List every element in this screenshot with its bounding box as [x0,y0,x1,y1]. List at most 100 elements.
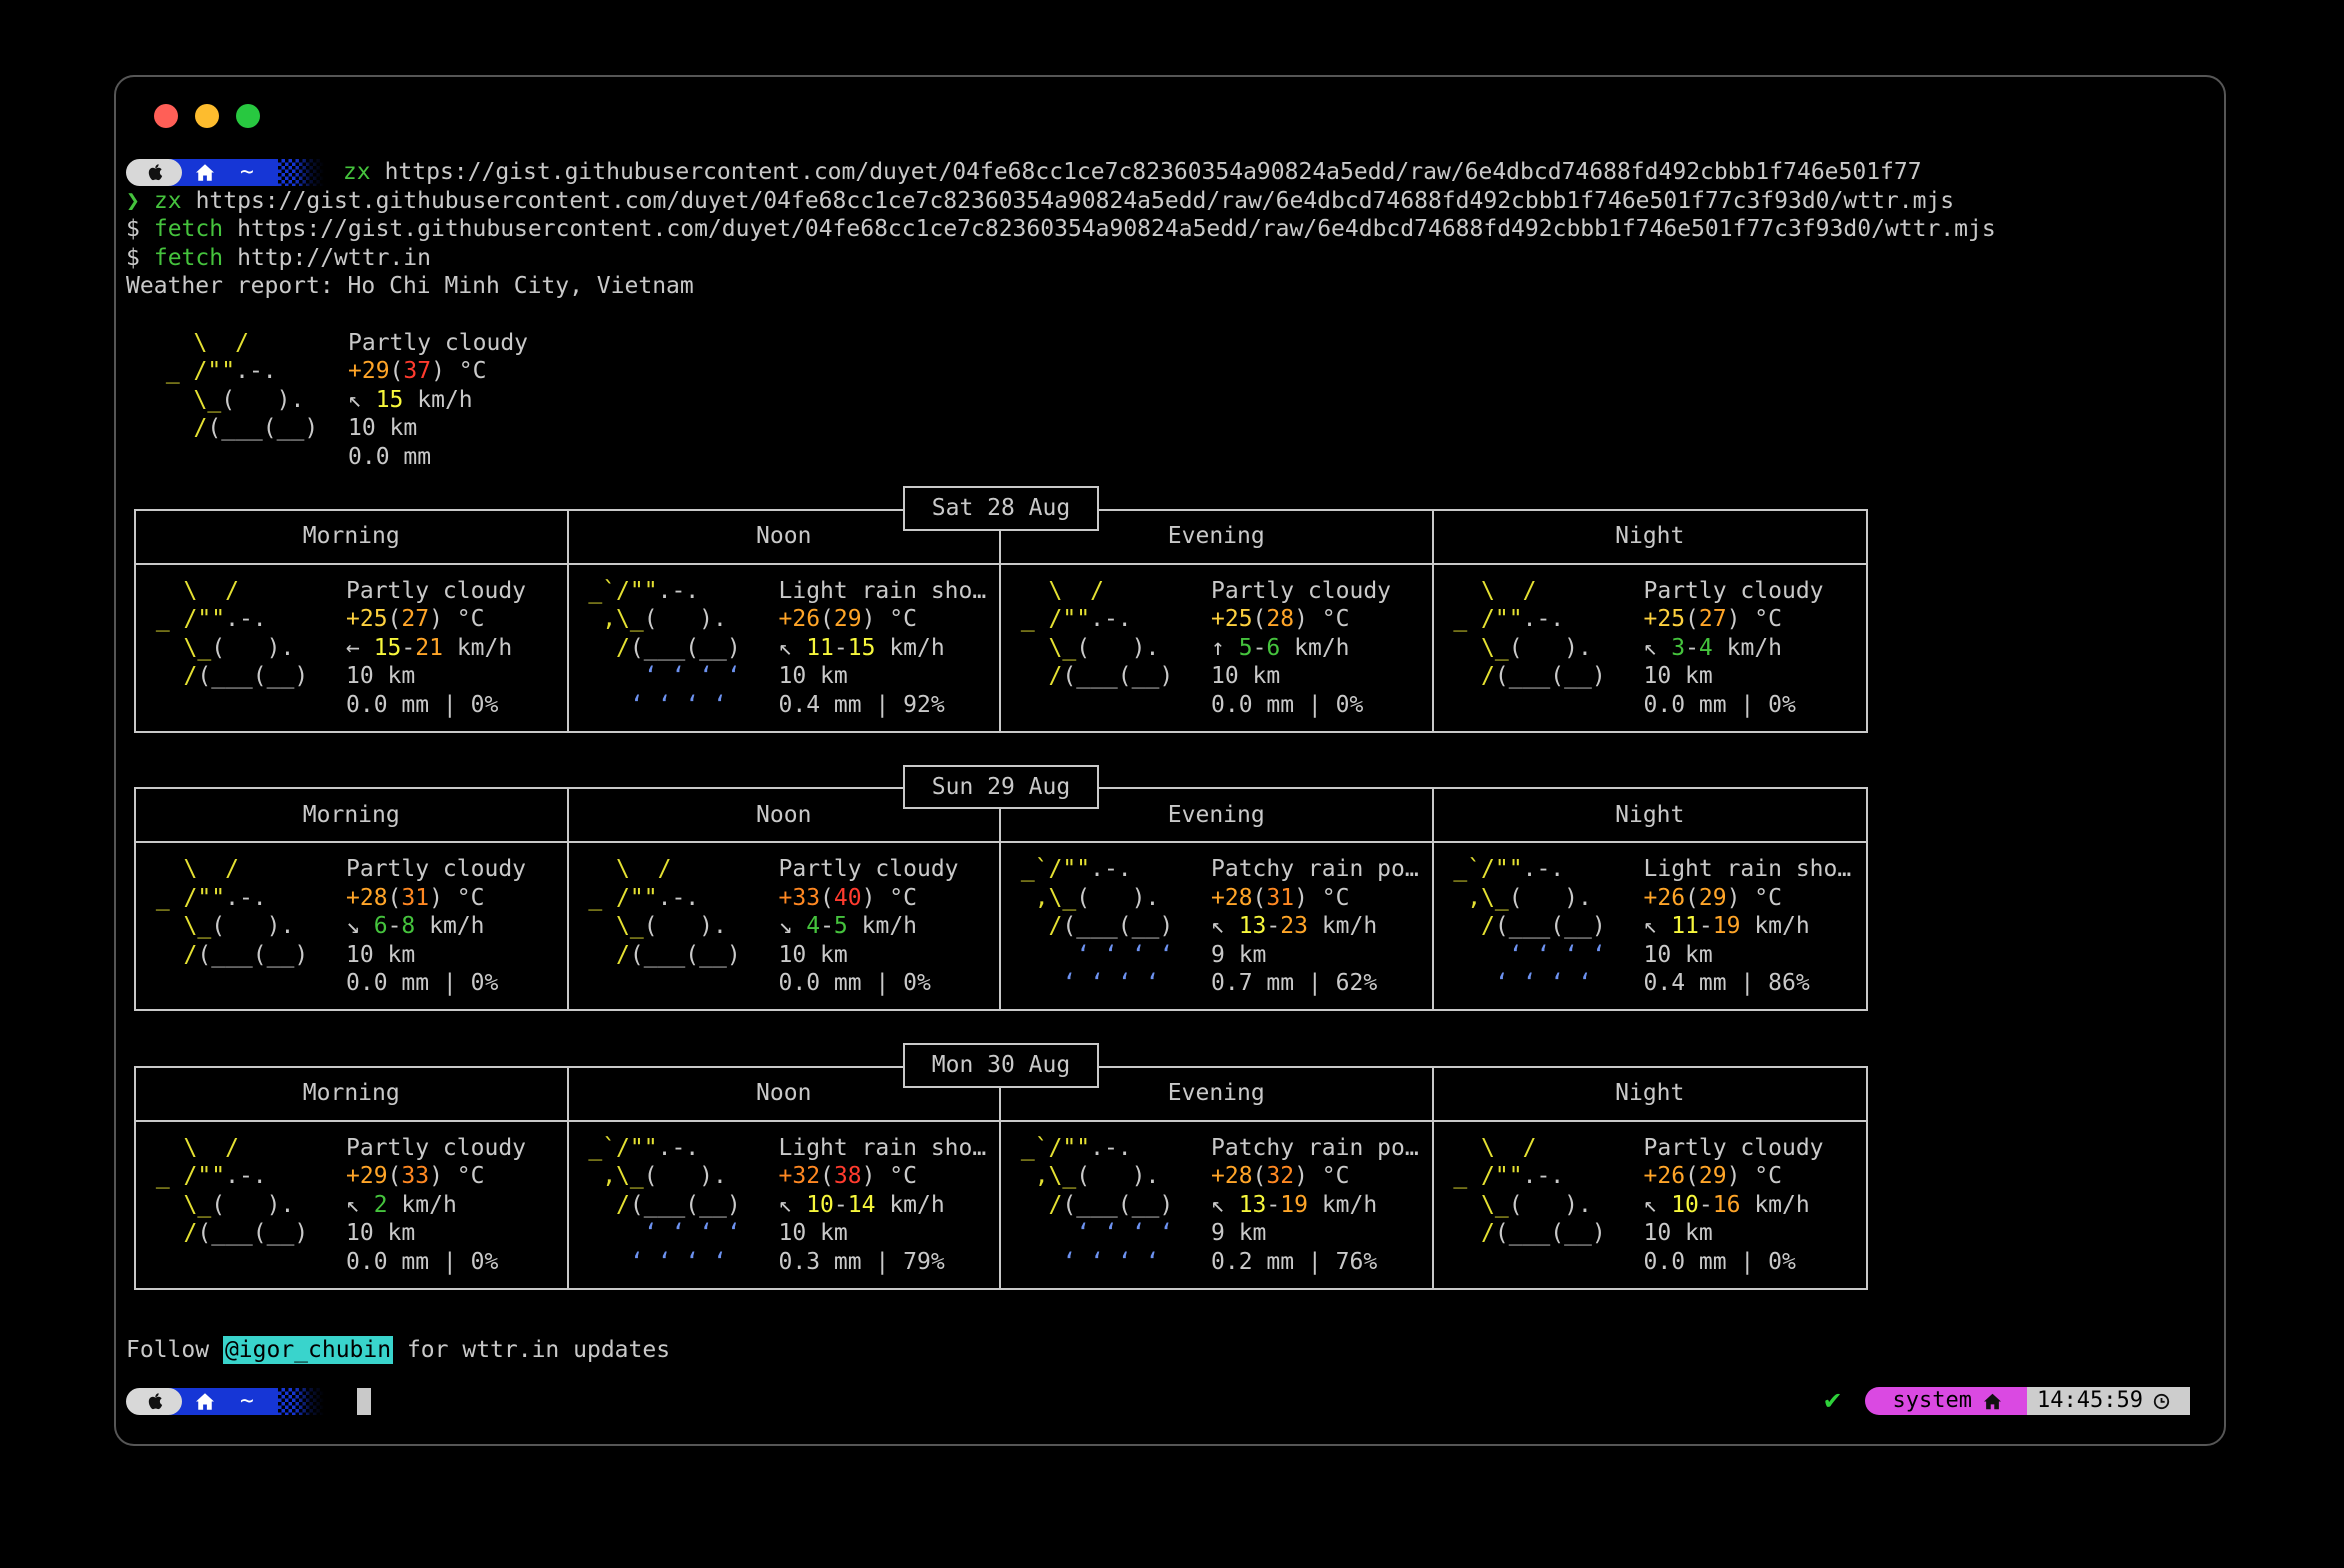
forecast-date: Mon 30 Aug [931,1052,1071,1078]
success-check-icon: ✔ [1822,1387,1843,1415]
command-line-4: $ fetch http://wttr.in [126,244,2214,273]
dither-fade [277,158,324,186]
command-name: zx [342,159,371,185]
weather-info: Light rain sho… +32(38) °C ↖ 10-14 km/h … [778,1134,987,1275]
forecast-period-header-row: Morning Noon Evening Night [136,510,1866,563]
home-segment: ~ [164,158,278,186]
forecast-body-row: \ / _ /"".-. \_( ). /(___(__) Partly clo… [136,562,1866,731]
period-header-evening: Evening [1001,510,1434,563]
weather-info-current: Partly cloudy +29(37) °C ↖ 15 km/h 10 km… [348,329,529,470]
apple-logo-icon [148,1393,162,1410]
command-url[interactable]: http://wttr.in [237,244,431,271]
apple-pill [126,1387,182,1415]
forecast-day-mon: Mon 30 Aug Morning Noon Evening Night \ … [134,1043,1868,1290]
home-path-label: ~ [240,1388,254,1414]
forecast-period-header-row: Morning Noon Evening Night [136,789,1866,841]
period-header-evening: Evening [1001,1067,1434,1120]
close-button[interactable] [154,104,178,128]
forecast-date: Sat 28 Aug [931,495,1071,521]
forecast-cell: _`/"".-. ,\_( ). /(___(__) ‘ ‘ ‘ ‘ ‘ ‘ ‘… [569,564,1001,731]
forecast-cell: \ / _ /"".-. \_( ). /(___(__) Partly clo… [569,843,1001,1009]
minimize-button[interactable] [195,104,219,128]
period-header-noon: Noon [569,510,1001,563]
command-line-1: ~ zx https://gist.githubusercontent.com/… [126,158,2214,187]
forecast-day-sat: Sat 28 Aug Morning Noon Evening Night \ … [134,486,1868,733]
weather-art-partly-cloudy: \ / _ /"".-. \_( ). /(___(__) [574,856,741,968]
forecast-cell: _`/"".-. ,\_( ). /(___(__) ‘ ‘ ‘ ‘ ‘ ‘ ‘… [1001,1121,1434,1288]
home-icon [196,1393,214,1410]
apple-logo-icon [148,164,162,181]
weather-art-partly-cloudy: \ / _ /"".-. \_( ). /(___(__) [142,1134,309,1247]
prompt-chevron: ❯ [126,187,140,214]
clock-pill: 14:45:59 [2011,1387,2190,1416]
bottom-prompt-row: ~ ✔ system 14:45:59 [126,1387,2214,1416]
weather-info: Partly cloudy +25(27) °C ↖ 3-4 km/h 10 k… [1643,577,1824,718]
forecast-date-box: Mon 30 Aug [902,1043,1100,1088]
forecast-cell: \ / _ /"".-. \_( ). /(___(__) Partly clo… [136,843,569,1009]
forecast-cell: \ / _ /"".-. \_( ). /(___(__) Partly clo… [136,1121,569,1288]
home-segment: ~ [164,1387,278,1415]
home-icon [196,164,214,181]
weather-info: Partly cloudy +29(33) °C ↖ 2 km/h 10 km … [346,1134,527,1275]
forecast-period-header-row: Morning Noon Evening Night [136,1067,1866,1120]
terminal-window: ~ zx https://gist.githubusercontent.com/… [114,75,2226,1446]
weather-art-rain-shower: _`/"".-. ,\_( ). /(___(__) ‘ ‘ ‘ ‘ ‘ ‘ ‘… [574,577,741,718]
forecast-cell: \ / _ /"".-. \_( ). /(___(__) Partly clo… [1434,1122,1867,1288]
weather-art-partly-cloudy: \ / _ /"".-. \_( ). /(___(__) [142,856,309,968]
follow-prefix: Follow [126,1336,223,1363]
weather-art-rain-shower: _`/"".-. ,\_( ). /(___(__) ‘ ‘ ‘ ‘ ‘ ‘ ‘… [1439,856,1606,996]
weather-art-rain-shower: _`/"".-. ,\_( ). /(___(__) ‘ ‘ ‘ ‘ ‘ ‘ ‘… [1007,856,1174,996]
apple-pill [126,158,182,186]
weather-art-partly-cloudy: \ / _ /"".-. \_( ). /(___(__) [1439,577,1606,690]
period-header-morning: Morning [136,789,569,841]
twitter-handle[interactable]: @igor_chubin [222,1335,394,1364]
prompt-bar: ~ [126,1387,324,1415]
period-header-night: Night [1615,523,1685,550]
weather-art-rain-shower: _`/"".-. ,\_( ). /(___(__) ‘ ‘ ‘ ‘ ‘ ‘ ‘… [574,1134,741,1275]
period-header-morning: Morning [136,510,569,563]
forecast-table: Morning Noon Evening Night \ / _ /"".-. … [134,1065,1868,1290]
command-url[interactable]: https://gist.githubusercontent.com/duyet… [195,187,1955,214]
forecast-table: Morning Noon Evening Night \ / _ /"".-. … [134,508,1868,733]
forecast-body-row: \ / _ /"".-. \_( ). /(___(__) Partly clo… [136,1119,1867,1288]
period-header-night: Night [1615,801,1685,828]
command-line-3: $ fetch https://gist.githubusercontent.c… [126,215,2214,244]
period-header-morning: Morning [136,1067,569,1120]
hostname-pill: system [1864,1387,2028,1416]
system-home-icon [1984,1393,2002,1410]
forecast-cell: _`/"".-. ,\_( ). /(___(__) ‘ ‘ ‘ ‘ ‘ ‘ ‘… [569,1121,1001,1288]
weather-art-rain-shower: _`/"".-. ,\_( ). /(___(__) ‘ ‘ ‘ ‘ ‘ ‘ ‘… [1007,1134,1174,1275]
weather-info: Partly cloudy +25(27) °C ← 15-21 km/h 10… [346,577,527,718]
forecast-date-box: Sat 28 Aug [902,486,1100,531]
home-path-label: ~ [240,159,254,185]
command-url[interactable]: https://gist.githubusercontent.com/duyet… [237,216,1996,242]
hostname-label: system [1892,1388,1973,1413]
period-header-noon: Noon [569,789,1001,841]
weather-info: Patchy rain po… +28(32) °C ↖ 13-19 km/h … [1211,1134,1419,1275]
forecast-body-row: \ / _ /"".-. \_( ). /(___(__) Partly clo… [136,841,1866,1009]
clock-icon [2153,1393,2170,1409]
follow-line: Follow @igor_chubin for wttr.in updates [126,1335,2214,1365]
zoom-button[interactable] [236,104,260,128]
forecast-date-box: Sun 29 Aug [902,764,1100,809]
forecast-cell: _`/"".-. ,\_( ). /(___(__) ‘ ‘ ‘ ‘ ‘ ‘ ‘… [1434,843,1867,1009]
command-name: zx [153,187,182,214]
weather-art-partly-cloudy: \ / _ /"".-. \_( ). /(___(__) [142,577,309,690]
weather-art-current: \ / _ /"".-. \_( ). /(___(__) [152,329,319,442]
current-conditions: \ / _ /"".-. \_( ). /(___(__) Partly clo… [126,329,2214,472]
command-url[interactable]: https://gist.githubusercontent.com/duyet… [384,159,1922,185]
prompt-dollar: $ [126,216,140,242]
forecast-cell: \ / _ /"".-. \_( ). /(___(__) Partly clo… [136,564,569,731]
weather-art-partly-cloudy: \ / _ /"".-. \_( ). /(___(__) [1007,577,1174,690]
forecast-cell: _`/"".-. ,\_( ). /(___(__) ‘ ‘ ‘ ‘ ‘ ‘ ‘… [1001,843,1434,1009]
forecast-day-sun: Sun 29 Aug Morning Noon Evening Night \ … [134,764,1868,1011]
status-bar: ✔ system 14:45:59 [1822,1387,2190,1416]
forecast-table: Morning Noon Evening Night \ / _ /"".-. … [134,787,1868,1011]
forecast-cell: \ / _ /"".-. \_( ). /(___(__) Partly clo… [1001,564,1434,731]
weather-info: Partly cloudy +25(28) °C ↑ 5-6 km/h 10 k… [1211,577,1392,718]
command-name: fetch [153,216,224,242]
traffic-lights [116,77,2224,128]
period-header-noon: Noon [569,1067,1001,1120]
prompt-dollar: $ [126,244,140,271]
terminal-cursor[interactable] [356,1387,371,1415]
